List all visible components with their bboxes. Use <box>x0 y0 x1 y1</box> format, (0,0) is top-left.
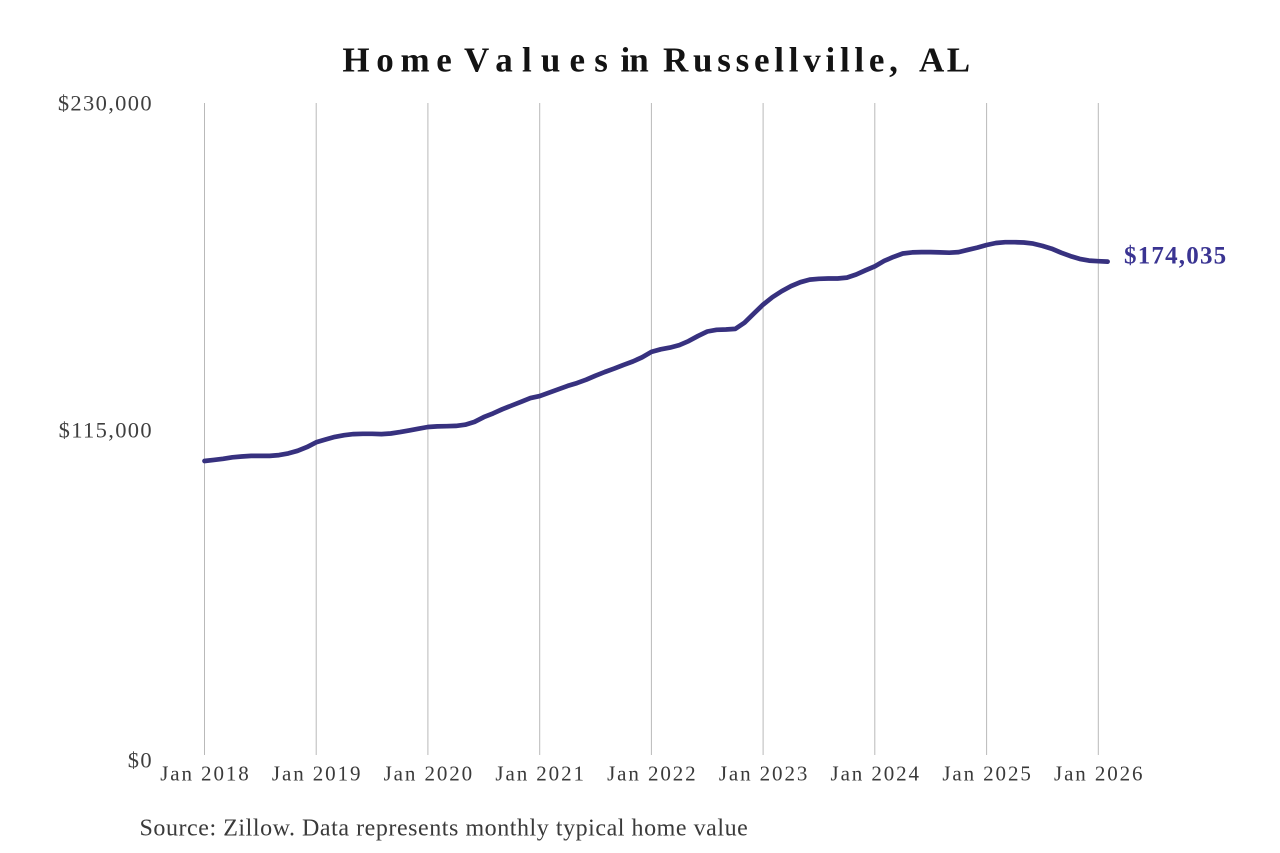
svg-text:in: in <box>621 41 649 80</box>
svg-text:Jan 2025: Jan 2025 <box>942 762 1032 786</box>
svg-text:Jan 2026: Jan 2026 <box>1054 762 1144 786</box>
svg-text:Jan 2019: Jan 2019 <box>272 762 362 786</box>
svg-text:Values: Values <box>464 41 617 80</box>
svg-text:Jan 2018: Jan 2018 <box>160 762 250 786</box>
svg-text:Jan 2023: Jan 2023 <box>719 762 809 786</box>
svg-text:Source: Zillow. Data represent: Source: Zillow. Data represents monthly … <box>140 816 749 842</box>
svg-text:Jan 2021: Jan 2021 <box>495 762 585 786</box>
svg-text:AL: AL <box>919 41 973 80</box>
svg-text:Home: Home <box>342 41 458 80</box>
svg-text:Jan 2022: Jan 2022 <box>607 762 697 786</box>
svg-text:$230,000: $230,000 <box>58 90 153 115</box>
svg-text:Jan 2020: Jan 2020 <box>384 762 474 786</box>
svg-text:$0: $0 <box>128 748 153 773</box>
svg-text:$174,035: $174,035 <box>1124 242 1227 269</box>
svg-text:Jan 2024: Jan 2024 <box>831 762 921 786</box>
svg-text:$115,000: $115,000 <box>59 417 153 442</box>
svg-text:Russellville,: Russellville, <box>663 41 903 80</box>
